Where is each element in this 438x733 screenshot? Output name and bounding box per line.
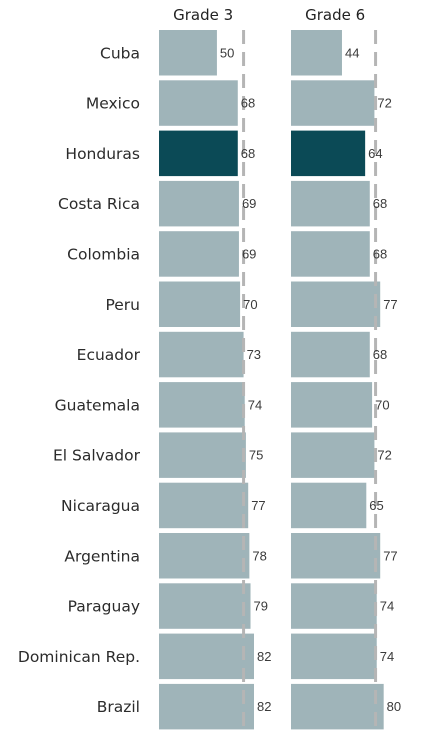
bar <box>159 634 254 680</box>
chart-panels: Grade 35068686969707374757778798282Grade… <box>159 6 401 733</box>
bar <box>291 30 342 76</box>
bar <box>291 634 377 680</box>
bar <box>159 332 244 378</box>
bar <box>291 181 370 227</box>
bar <box>159 131 238 177</box>
value-label: 44 <box>345 45 359 60</box>
bar <box>291 282 380 328</box>
value-label: 75 <box>249 448 263 463</box>
category-label: Nicaragua <box>61 497 140 515</box>
value-label: 77 <box>251 498 265 513</box>
category-label: Peru <box>105 296 140 314</box>
bar <box>159 30 217 76</box>
panel-2: Grade 6 44 72 64 68 68 77 68 70 72 65 77 74 74 80 <box>291 6 401 733</box>
bar <box>159 483 248 529</box>
value-label: 65 <box>369 498 383 513</box>
category-label: Honduras <box>65 145 140 163</box>
value-label: 70 <box>243 297 257 312</box>
category-label: Dominican Rep. <box>18 648 140 666</box>
bar <box>291 332 370 378</box>
bar <box>159 231 239 277</box>
value-label: 72 <box>377 448 391 463</box>
category-label: Paraguay <box>68 598 140 616</box>
value-label: 80 <box>387 699 401 714</box>
category-label: El Salvador <box>53 447 141 465</box>
value-label: 82 <box>257 699 271 714</box>
value-label: 68 <box>373 246 387 261</box>
category-label: Argentina <box>64 547 140 565</box>
category-label: Costa Rica <box>58 195 140 213</box>
bar <box>159 684 254 730</box>
value-label: 68 <box>373 196 387 211</box>
bar <box>159 181 239 227</box>
value-label: 73 <box>247 347 261 362</box>
bar <box>291 432 374 478</box>
bar <box>159 382 245 428</box>
value-label: 68 <box>241 146 255 161</box>
category-label: Brazil <box>97 698 140 716</box>
value-label: 74 <box>380 649 394 664</box>
bar <box>291 583 377 629</box>
category-label: Colombia <box>67 245 140 263</box>
value-label: 68 <box>373 347 387 362</box>
value-label: 50 <box>220 45 234 60</box>
category-label: Mexico <box>86 95 140 113</box>
value-label: 64 <box>368 146 382 161</box>
bar <box>291 382 372 428</box>
value-label: 69 <box>242 246 256 261</box>
category-labels: Cuba Mexico Honduras Costa Rica Colombia Peru… <box>18 44 141 716</box>
bar <box>291 483 366 529</box>
value-label: 74 <box>248 397 262 412</box>
value-label: 77 <box>383 548 397 563</box>
bar <box>159 533 249 579</box>
bar <box>159 80 238 126</box>
value-label: 68 <box>241 96 255 111</box>
value-label: 77 <box>383 297 397 312</box>
value-label: 72 <box>377 96 391 111</box>
bar <box>291 533 380 579</box>
value-label: 69 <box>242 196 256 211</box>
panel-title: Grade 3 <box>173 6 233 24</box>
category-label: Cuba <box>100 44 140 62</box>
bar <box>291 231 370 277</box>
bar <box>159 282 240 328</box>
panel-title: Grade 6 <box>305 6 365 24</box>
value-label: 78 <box>252 548 266 563</box>
category-label: Guatemala <box>55 396 140 414</box>
bar <box>159 583 251 629</box>
value-label: 74 <box>380 599 394 614</box>
panel-1: Grade 3 50 68 68 69 69 70 73 74 75 77 78 79 82 82 <box>159 6 271 733</box>
bar <box>159 432 246 478</box>
category-label: Ecuador <box>77 346 141 364</box>
value-label: 82 <box>257 649 271 664</box>
bar <box>291 131 365 177</box>
bar <box>291 80 374 126</box>
bar <box>291 684 384 730</box>
value-label: 70 <box>375 397 389 412</box>
value-label: 79 <box>254 599 268 614</box>
